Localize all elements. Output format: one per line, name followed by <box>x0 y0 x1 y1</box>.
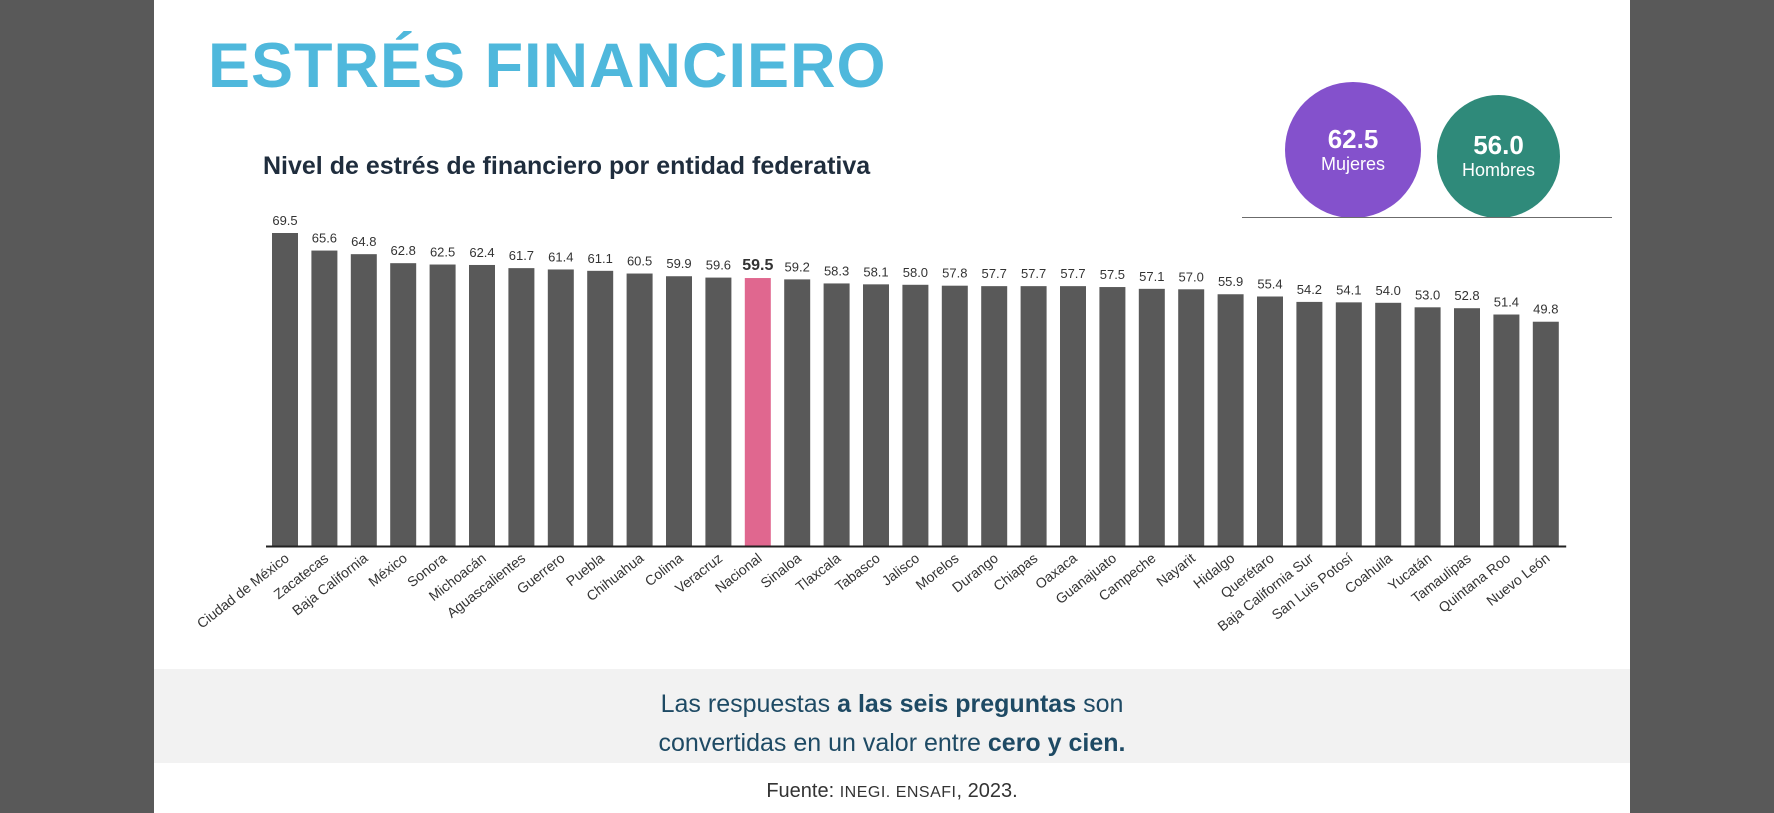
bar <box>863 284 889 546</box>
bar-value-label: 60.5 <box>627 254 652 269</box>
bar-value-label: 59.2 <box>785 259 810 274</box>
bar <box>587 270 614 546</box>
bar <box>1493 314 1520 546</box>
bar-value-label: 58.3 <box>824 263 849 278</box>
bar-value-label: 55.4 <box>1257 277 1282 292</box>
bar <box>744 278 771 546</box>
note-line1-a: Las respuestas <box>660 690 838 718</box>
category-label: Nayarit <box>1153 550 1198 590</box>
bar-value-label: 57.0 <box>1179 269 1204 284</box>
bar-value-label: 62.4 <box>469 245 494 260</box>
bar <box>1414 307 1441 546</box>
bar-value-label: 54.0 <box>1376 283 1401 298</box>
bar <box>626 273 653 546</box>
bar-value-label: 61.1 <box>588 251 613 266</box>
bar-value-label: 58.1 <box>863 264 888 279</box>
note-line1-b: a las seis preguntas <box>837 690 1077 718</box>
bar-value-label: 61.4 <box>548 249 573 264</box>
bar <box>429 264 456 546</box>
men-label: Hombres <box>1461 160 1536 180</box>
bar <box>666 276 692 546</box>
note-band <box>154 669 1630 763</box>
bar <box>547 269 574 546</box>
bar <box>1257 296 1283 546</box>
page-title: ESTRÉS FINANCIERO <box>208 31 887 101</box>
note-line2-b: cero y cien. <box>987 729 1126 757</box>
bar <box>902 284 929 546</box>
bar-value-label: 64.8 <box>351 234 376 249</box>
bar <box>823 283 850 546</box>
bar-value-label: 65.6 <box>312 231 337 246</box>
men-circle: 56.0 Hombres <box>1437 95 1560 218</box>
women-circle: 62.5 Mujeres <box>1285 82 1421 218</box>
bar-value-label: 57.8 <box>942 266 967 281</box>
bar-value-label: 51.4 <box>1494 295 1519 310</box>
circles-divider <box>1242 217 1612 218</box>
bar <box>1217 294 1244 546</box>
bar-value-label: 49.8 <box>1533 302 1558 317</box>
bar <box>272 233 298 546</box>
bar-value-label: 53.0 <box>1415 287 1440 302</box>
chart-title: Nivel de estrés de financiero por entida… <box>263 152 871 180</box>
source-org: INEGI. ENSAFI <box>839 784 957 801</box>
bar <box>1296 301 1323 546</box>
bar <box>1178 289 1205 546</box>
slide: ESTRÉS FINANCIERO Nivel de estrés de fin… <box>154 0 1630 813</box>
bar <box>390 263 417 546</box>
bar <box>1375 302 1402 546</box>
source-prefix: Fuente: <box>766 780 840 802</box>
note-text: Las respuestas a las seis preguntas son … <box>154 685 1630 763</box>
bar <box>981 286 1008 546</box>
bar <box>350 254 377 546</box>
source-year: , 2023. <box>956 780 1018 802</box>
bar-value-label: 57.5 <box>1100 267 1125 282</box>
bar-value-label: 54.1 <box>1336 282 1361 297</box>
category-label: Chiapas <box>990 550 1040 594</box>
note-line1-c: son <box>1076 690 1124 718</box>
bar <box>941 285 968 546</box>
bar <box>1060 286 1086 546</box>
bar-value-label: 57.7 <box>1021 266 1046 281</box>
bar <box>1138 288 1165 546</box>
source-text: Fuente: INEGI. ENSAFI, 2023. <box>154 780 1630 803</box>
category-label: México <box>365 550 410 590</box>
bar <box>1020 286 1047 546</box>
category-label: Tabasco <box>832 550 883 595</box>
bar <box>1099 287 1126 546</box>
bar <box>508 268 535 546</box>
women-value: 62.5 <box>1327 123 1379 154</box>
bar-value-label: 52.8 <box>1454 288 1479 303</box>
bar <box>1454 308 1480 546</box>
men-value: 56.0 <box>1473 130 1524 161</box>
bar-value-label: 62.5 <box>430 245 455 260</box>
bar-value-label: 59.5 <box>742 257 773 274</box>
bar-value-label: 59.6 <box>706 258 731 273</box>
bar-value-label: 69.5 <box>272 213 297 228</box>
bar-value-label: 59.9 <box>666 256 691 271</box>
bar-value-label: 54.2 <box>1297 282 1322 297</box>
bar-value-label: 57.1 <box>1139 269 1164 284</box>
bar <box>784 279 811 546</box>
bar-value-label: 55.9 <box>1218 274 1243 289</box>
bar-value-label: 57.7 <box>1060 266 1085 281</box>
bar <box>1532 321 1559 546</box>
bar <box>1335 302 1362 546</box>
bar-value-label: 61.7 <box>509 248 534 263</box>
bar <box>311 250 338 546</box>
bar <box>705 277 732 546</box>
note-line2-a: convertidas en un valor entre <box>658 729 988 757</box>
bar-value-label: 57.7 <box>982 266 1007 281</box>
bar-value-label: 58.0 <box>903 265 928 280</box>
bar-value-label: 62.8 <box>391 243 416 258</box>
bar <box>469 264 495 546</box>
women-label: Mujeres <box>1320 153 1386 174</box>
